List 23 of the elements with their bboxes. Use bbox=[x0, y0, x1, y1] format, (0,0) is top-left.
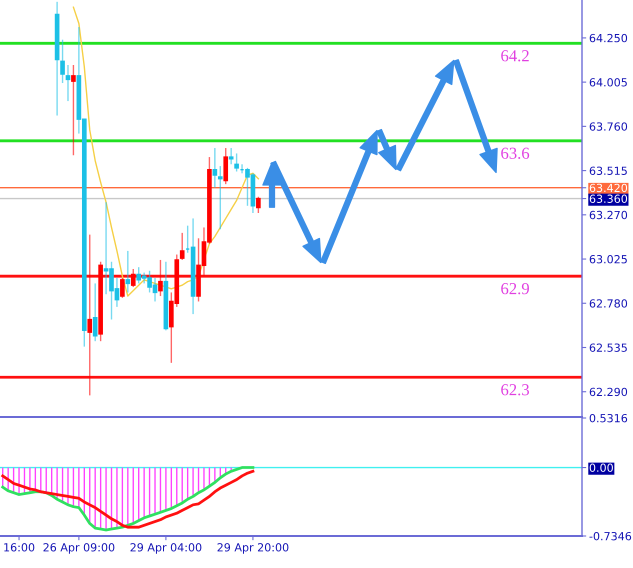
y-tick-label: 62.780 bbox=[590, 299, 628, 308]
annotation: 62.3 bbox=[501, 384, 529, 396]
x-tick-label: 29 Apr 20:00 bbox=[218, 543, 288, 554]
y-tick-label: 62.535 bbox=[590, 343, 627, 352]
line-series bbox=[72, 6, 260, 297]
x-tick-label: 29 Apr 04:00 bbox=[130, 543, 202, 554]
y-tick-label: -0.7346 bbox=[589, 532, 632, 540]
y-tick-label: 64.005 bbox=[590, 78, 627, 87]
annotation: 62.9 bbox=[501, 283, 529, 294]
y-tick-label: 64.250 bbox=[590, 34, 628, 42]
y-tick-label: 0.5316 bbox=[590, 414, 628, 422]
annotation: 63.6 bbox=[501, 148, 530, 159]
annotation: 64.2 bbox=[501, 50, 529, 62]
y-tick-label: 63.760 bbox=[590, 122, 628, 131]
y-tick-label: 63.360 bbox=[590, 194, 628, 203]
y-tick-label: 63.420 bbox=[590, 184, 628, 192]
y-tick-label: 63.025 bbox=[590, 255, 627, 264]
y-tick-label: 63.515 bbox=[590, 166, 627, 175]
y-tick-label: 62.290 bbox=[590, 388, 628, 396]
y-tick-label: 0.00 bbox=[590, 464, 613, 472]
x-tick-label: 16:00 bbox=[4, 543, 34, 552]
x-tick-label: 26 Apr 09:00 bbox=[43, 543, 114, 554]
y-tick-label: 63.270 bbox=[590, 210, 628, 220]
